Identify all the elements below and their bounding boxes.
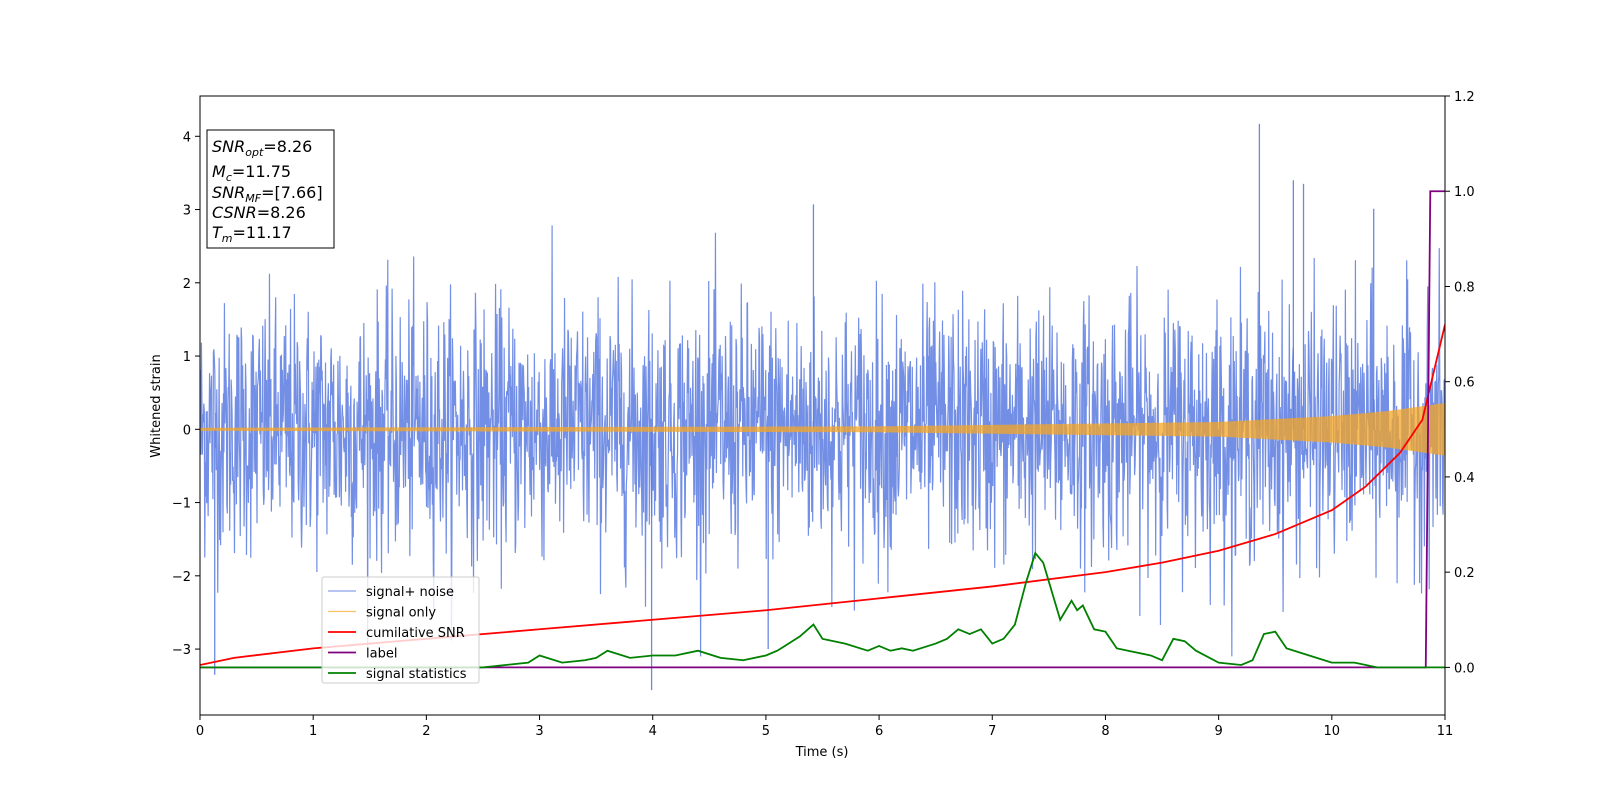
stats-box-frame (206, 129, 335, 249)
series-label-line (200, 190, 1445, 669)
x-tick-label: 9 (1214, 724, 1222, 739)
stats-annotation-box: SNRopt=8.26 Mc=11.75SNRMF=[7.66]CSNR=8.26… (206, 129, 335, 249)
y2-tick-label: 0.8 (1454, 280, 1475, 295)
series-signal-only-line (200, 403, 1445, 456)
legend-label-2: cumilative SNR (366, 626, 465, 641)
x-tick-label: 0 (196, 724, 204, 739)
y-axis-label: Whitened strain (149, 354, 164, 457)
y-tick-label: 3 (183, 204, 191, 219)
series-signal-statistics-line (200, 551, 1445, 669)
legend-frame (321, 576, 480, 684)
y-tick-label: 0 (183, 423, 191, 438)
x-tick-label: 7 (988, 724, 996, 739)
y2-tick-label: 0.4 (1454, 471, 1475, 486)
x-tick-label: 3 (535, 724, 543, 739)
x-tick-label: 5 (762, 724, 770, 739)
legend: signal+ noise signal only cumilative SNR la… (321, 576, 480, 684)
y2-tick-label: 1.0 (1454, 185, 1475, 200)
stats-line-1: Mc=11.75 (212, 162, 291, 184)
y2-tick-label: 0.0 (1454, 661, 1475, 676)
y-tick-label: −1 (172, 497, 191, 512)
x-axis-label: Time (s) (795, 745, 849, 760)
x-tick-label: 2 (422, 724, 430, 739)
x-tick-label: 6 (875, 724, 883, 739)
y2-tick-label: 0.2 (1454, 566, 1475, 581)
x-tick-label: 4 (649, 724, 657, 739)
x-tick-label: 8 (1101, 724, 1109, 739)
legend-label-1: signal only (366, 606, 436, 621)
y-tick-label: −2 (172, 570, 191, 585)
y2-tick-label: 0.6 (1454, 376, 1475, 391)
y-tick-label: 1 (183, 350, 191, 365)
y-tick-label: 2 (183, 277, 191, 292)
legend-label-4: signal statistics (366, 667, 467, 682)
y-tick-label: 4 (183, 130, 191, 145)
legend-label-0: signal+ noise (366, 585, 454, 600)
stats-line-0: SNRopt=8.26 (212, 137, 312, 159)
plot-frame (199, 95, 1446, 716)
stats-line-4: Tm=11.17 (212, 223, 292, 245)
y2-tick-label: 1.2 (1454, 90, 1475, 105)
x-tick-label: 1 (309, 724, 317, 739)
y-tick-label: −3 (172, 643, 191, 658)
series-signal-noise-line (200, 225, 1445, 657)
stats-line-2: SNRMF=[7.66] (212, 183, 323, 205)
axes: 0 1 2 3 4 5 6 7 8 9 10 11 −3 −2 −1 0 1 2 3 4 0.0 0.2 0.4 0.6 0.8… (172, 90, 1475, 739)
legend-label-3: label (366, 647, 397, 662)
x-tick-label: 11 (1437, 724, 1454, 739)
x-tick-label: 10 (1324, 724, 1341, 739)
stats-line-3: CSNR=8.26 (212, 203, 306, 222)
